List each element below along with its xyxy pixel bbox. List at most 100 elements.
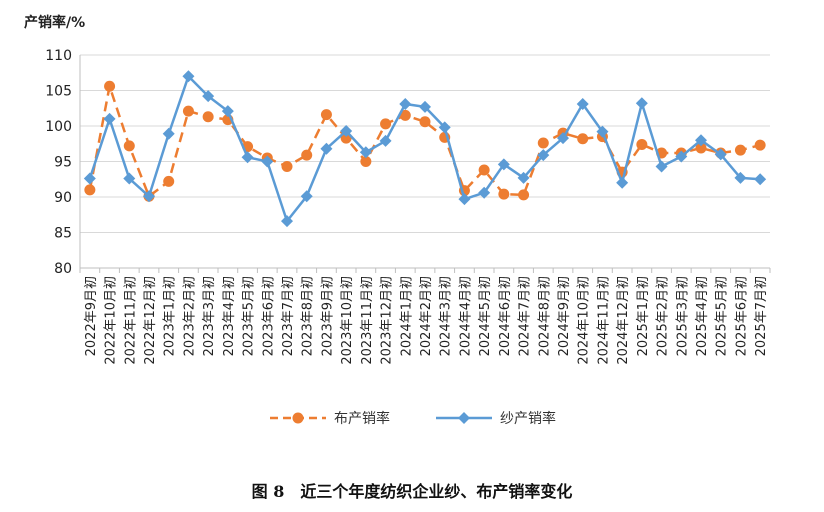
data-point xyxy=(754,139,766,151)
x-tick-label: 2022年11月初 xyxy=(123,276,138,365)
x-tick-label: 2023年10月初 xyxy=(340,276,355,365)
axes xyxy=(79,55,771,273)
data-point xyxy=(84,184,96,196)
data-point xyxy=(497,158,510,171)
x-tick-label: 2023年7月初 xyxy=(281,276,296,356)
data-point xyxy=(340,124,353,137)
data-point xyxy=(281,215,293,228)
y-tick-label: 110 xyxy=(45,48,72,64)
data-point xyxy=(182,105,194,117)
data-point xyxy=(576,97,589,110)
data-point xyxy=(537,149,550,162)
data-point xyxy=(636,138,648,150)
data-point xyxy=(517,171,530,184)
x-tick-label: 2023年11月初 xyxy=(360,276,375,365)
y-tick-label: 85 xyxy=(54,226,72,242)
x-tick-label: 2024年9月初 xyxy=(557,276,572,356)
x-tick-label: 2023年8月初 xyxy=(301,276,316,356)
x-tick-label: 2022年10月初 xyxy=(104,276,119,365)
data-point xyxy=(320,109,332,121)
legend: 布产销率 纱产销率 xyxy=(268,408,556,428)
x-tick-label: 2025年3月初 xyxy=(675,276,690,356)
x-tick-label: 2025年2月初 xyxy=(656,276,671,356)
data-point xyxy=(221,105,234,118)
x-tick-label: 2022年12月初 xyxy=(143,276,158,365)
legend-cloth-swatch-icon xyxy=(270,412,326,424)
data-point xyxy=(143,190,155,203)
data-point xyxy=(261,155,274,168)
data-point xyxy=(103,112,116,125)
series-line xyxy=(88,84,761,198)
data-point xyxy=(301,149,313,161)
data-point xyxy=(123,140,135,152)
data-point xyxy=(635,97,648,110)
legend-yarn-label: 纱产销率 xyxy=(500,411,556,427)
x-tick-label: 2025年7月初 xyxy=(754,276,769,356)
x-tick-label: 2023年9月初 xyxy=(320,276,335,356)
legend-item-cloth: 布产销率 xyxy=(268,408,390,428)
y-tick-labels: 80 85 90 95 100 105 110 xyxy=(45,48,72,277)
x-tick-label: 2025年4月初 xyxy=(695,276,710,356)
x-tick-label: 2023年2月初 xyxy=(182,276,197,356)
data-point xyxy=(754,173,767,186)
x-tick-label: 2023年5月初 xyxy=(242,276,257,356)
data-point xyxy=(596,125,609,138)
x-tick-label: 2024年11月初 xyxy=(596,276,611,365)
data-point xyxy=(734,144,746,156)
data-point xyxy=(478,186,491,199)
y-tick-label: 95 xyxy=(54,155,72,171)
data-point xyxy=(458,193,471,206)
data-point xyxy=(202,90,215,103)
x-tick-label: 2024年6月初 xyxy=(498,276,513,356)
x-tick-label: 2023年6月初 xyxy=(261,276,276,356)
x-tick-label: 2024年4月初 xyxy=(458,276,473,356)
data-point xyxy=(734,171,747,184)
data-point xyxy=(438,121,451,134)
data-point xyxy=(359,146,372,159)
x-tick-label: 2024年8月初 xyxy=(537,276,552,356)
data-point xyxy=(675,150,688,163)
x-tick-label: 2025年6月初 xyxy=(734,276,749,356)
x-tick-label: 2024年7月初 xyxy=(518,276,533,356)
data-point xyxy=(714,148,727,161)
x-tick-label: 2023年12月初 xyxy=(380,276,395,365)
series-yarn xyxy=(83,70,767,228)
data-point xyxy=(655,160,668,173)
data-point xyxy=(202,111,214,123)
y-tick-label: 105 xyxy=(45,84,72,100)
data-point xyxy=(281,160,293,172)
y-tick-label: 90 xyxy=(54,190,72,206)
series-cloth xyxy=(84,80,766,202)
x-tick-label: 2024年5月初 xyxy=(478,276,493,356)
data-point xyxy=(360,156,372,167)
data-point xyxy=(537,137,549,149)
data-point xyxy=(695,142,707,154)
legend-item-yarn: 纱产销率 xyxy=(434,408,556,428)
data-point xyxy=(695,134,707,147)
x-tick-label: 2025年5月初 xyxy=(715,276,730,356)
x-tick-label: 2024年3月初 xyxy=(439,276,454,356)
data-point xyxy=(320,142,333,155)
data-point xyxy=(123,172,136,185)
legend-yarn-swatch-icon xyxy=(436,412,492,424)
data-point xyxy=(300,190,313,203)
y-tick-label: 80 xyxy=(54,261,72,277)
data-point xyxy=(399,109,411,121)
data-point xyxy=(163,175,175,187)
x-tick-label: 2024年2月初 xyxy=(419,276,434,356)
x-tick-labels: 2022年9月初 2022年10月初 2022年11月初 2022年12月初 2023年… xyxy=(84,276,769,365)
y-tick-label: 100 xyxy=(45,119,72,135)
series-layer xyxy=(83,70,767,228)
data-point xyxy=(104,80,116,92)
data-point xyxy=(241,151,254,164)
data-point xyxy=(498,188,510,200)
data-point xyxy=(577,133,589,145)
data-point xyxy=(616,176,629,189)
data-point xyxy=(380,118,392,130)
data-point xyxy=(379,134,392,147)
data-point xyxy=(399,97,412,110)
data-point xyxy=(182,70,195,83)
x-tick-label: 2023年3月初 xyxy=(202,276,217,356)
x-tick-label: 2024年12月初 xyxy=(616,276,631,365)
